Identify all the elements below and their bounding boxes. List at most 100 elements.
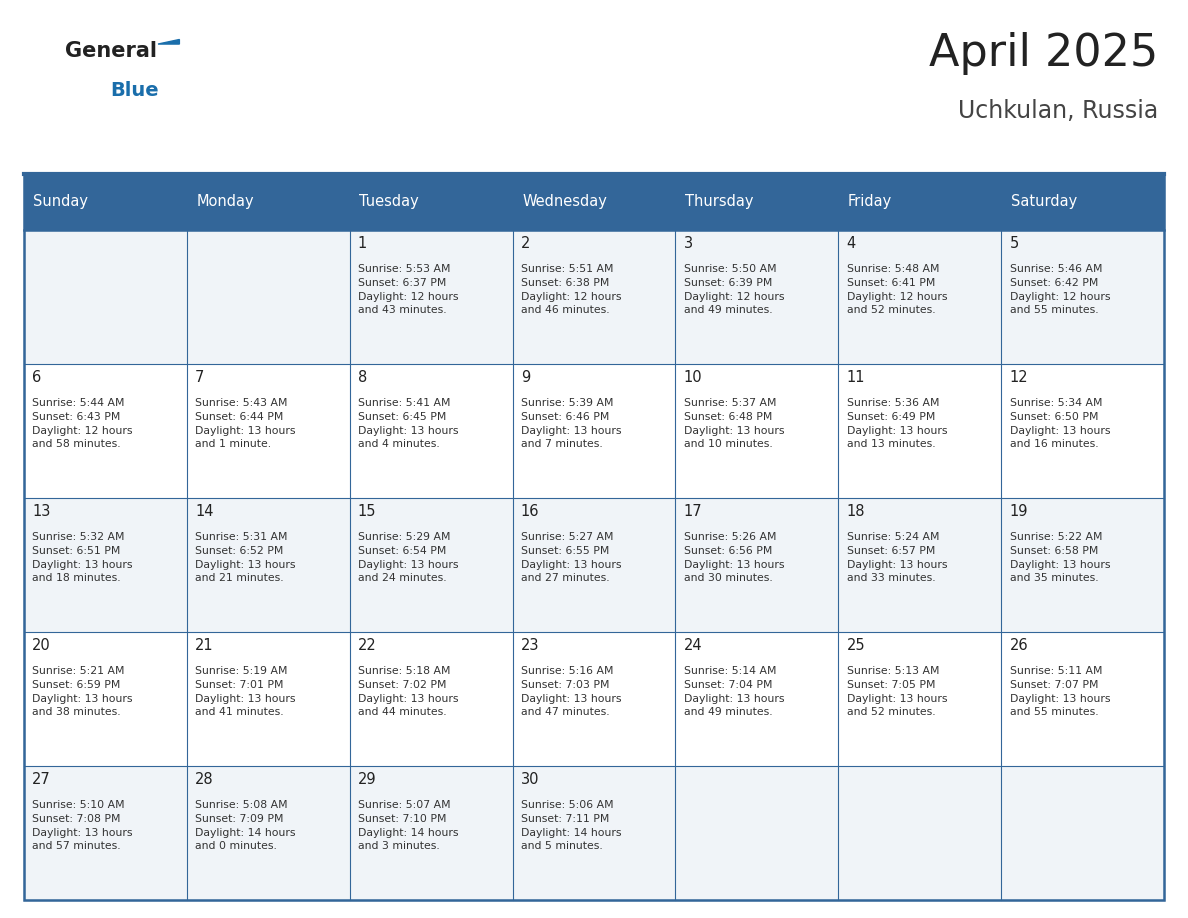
Text: Uchkulan, Russia: Uchkulan, Russia [958,99,1158,123]
Bar [512,632,676,766]
Text: 5: 5 [1010,236,1019,251]
Text: General: General [65,41,157,62]
Text: Sunrise: 5:27 AM
Sunset: 6:55 PM
Daylight: 13 hours
and 27 minutes.: Sunrise: 5:27 AM Sunset: 6:55 PM Dayligh… [520,532,621,583]
Bar [187,364,349,498]
Text: Sunrise: 5:24 AM
Sunset: 6:57 PM
Daylight: 13 hours
and 33 minutes.: Sunrise: 5:24 AM Sunset: 6:57 PM Dayligh… [847,532,947,583]
Bar [839,230,1001,364]
Bar [676,632,839,766]
Text: Friday: Friday [848,195,892,209]
Text: 13: 13 [32,504,50,519]
Text: Sunrise: 5:19 AM
Sunset: 7:01 PM
Daylight: 13 hours
and 41 minutes.: Sunrise: 5:19 AM Sunset: 7:01 PM Dayligh… [195,666,296,717]
Bar [1001,230,1164,364]
Bar [24,364,187,498]
Text: 9: 9 [520,370,530,385]
Text: Sunrise: 5:06 AM
Sunset: 7:11 PM
Daylight: 14 hours
and 5 minutes.: Sunrise: 5:06 AM Sunset: 7:11 PM Dayligh… [520,800,621,851]
Text: Sunrise: 5:13 AM
Sunset: 7:05 PM
Daylight: 13 hours
and 52 minutes.: Sunrise: 5:13 AM Sunset: 7:05 PM Dayligh… [847,666,947,717]
Text: April 2025: April 2025 [929,32,1158,75]
Polygon shape [158,39,179,44]
Text: Sunrise: 5:50 AM
Sunset: 6:39 PM
Daylight: 12 hours
and 49 minutes.: Sunrise: 5:50 AM Sunset: 6:39 PM Dayligh… [684,264,784,315]
Text: Sunrise: 5:53 AM
Sunset: 6:37 PM
Daylight: 12 hours
and 43 minutes.: Sunrise: 5:53 AM Sunset: 6:37 PM Dayligh… [358,264,459,315]
Text: Sunrise: 5:11 AM
Sunset: 7:07 PM
Daylight: 13 hours
and 55 minutes.: Sunrise: 5:11 AM Sunset: 7:07 PM Dayligh… [1010,666,1110,717]
Bar [512,230,676,364]
Bar [1001,364,1164,498]
Text: Sunrise: 5:31 AM
Sunset: 6:52 PM
Daylight: 13 hours
and 21 minutes.: Sunrise: 5:31 AM Sunset: 6:52 PM Dayligh… [195,532,296,583]
Text: 27: 27 [32,772,51,787]
Bar [676,498,839,632]
Bar [1001,766,1164,900]
Text: Thursday: Thursday [685,195,753,209]
Text: 28: 28 [195,772,214,787]
Bar [676,364,839,498]
Text: 19: 19 [1010,504,1028,519]
Text: 25: 25 [847,638,865,653]
Text: Wednesday: Wednesday [522,195,607,209]
Bar [1001,632,1164,766]
Bar [512,766,676,900]
Text: 6: 6 [32,370,42,385]
Text: Sunrise: 5:26 AM
Sunset: 6:56 PM
Daylight: 13 hours
and 30 minutes.: Sunrise: 5:26 AM Sunset: 6:56 PM Dayligh… [684,532,784,583]
Text: 18: 18 [847,504,865,519]
Text: Sunrise: 5:22 AM
Sunset: 6:58 PM
Daylight: 13 hours
and 35 minutes.: Sunrise: 5:22 AM Sunset: 6:58 PM Dayligh… [1010,532,1110,583]
Text: 4: 4 [847,236,857,251]
Text: 7: 7 [195,370,204,385]
Text: Sunrise: 5:46 AM
Sunset: 6:42 PM
Daylight: 12 hours
and 55 minutes.: Sunrise: 5:46 AM Sunset: 6:42 PM Dayligh… [1010,264,1110,315]
Text: Sunrise: 5:21 AM
Sunset: 6:59 PM
Daylight: 13 hours
and 38 minutes.: Sunrise: 5:21 AM Sunset: 6:59 PM Dayligh… [32,666,133,717]
Text: Sunrise: 5:08 AM
Sunset: 7:09 PM
Daylight: 14 hours
and 0 minutes.: Sunrise: 5:08 AM Sunset: 7:09 PM Dayligh… [195,800,296,851]
Text: Tuesday: Tuesday [359,195,419,209]
Text: Sunday: Sunday [33,195,88,209]
Bar [24,632,187,766]
Text: Sunrise: 5:32 AM
Sunset: 6:51 PM
Daylight: 13 hours
and 18 minutes.: Sunrise: 5:32 AM Sunset: 6:51 PM Dayligh… [32,532,133,583]
Text: 24: 24 [684,638,702,653]
Bar [349,230,512,364]
Text: Sunrise: 5:10 AM
Sunset: 7:08 PM
Daylight: 13 hours
and 57 minutes.: Sunrise: 5:10 AM Sunset: 7:08 PM Dayligh… [32,800,133,851]
Text: 26: 26 [1010,638,1029,653]
Text: 11: 11 [847,370,865,385]
Bar [1001,498,1164,632]
Bar [24,498,187,632]
Text: Monday: Monday [196,195,254,209]
Text: 14: 14 [195,504,214,519]
Text: 17: 17 [684,504,702,519]
Text: Sunrise: 5:18 AM
Sunset: 7:02 PM
Daylight: 13 hours
and 44 minutes.: Sunrise: 5:18 AM Sunset: 7:02 PM Dayligh… [358,666,459,717]
Bar [512,364,676,498]
Text: 12: 12 [1010,370,1029,385]
Text: Sunrise: 5:37 AM
Sunset: 6:48 PM
Daylight: 13 hours
and 10 minutes.: Sunrise: 5:37 AM Sunset: 6:48 PM Dayligh… [684,398,784,449]
Bar [676,766,839,900]
Bar [349,766,512,900]
Bar [24,230,187,364]
Bar [24,174,1164,230]
Text: Sunrise: 5:39 AM
Sunset: 6:46 PM
Daylight: 13 hours
and 7 minutes.: Sunrise: 5:39 AM Sunset: 6:46 PM Dayligh… [520,398,621,449]
Text: 1: 1 [358,236,367,251]
Bar [839,632,1001,766]
Text: Sunrise: 5:14 AM
Sunset: 7:04 PM
Daylight: 13 hours
and 49 minutes.: Sunrise: 5:14 AM Sunset: 7:04 PM Dayligh… [684,666,784,717]
Text: Sunrise: 5:34 AM
Sunset: 6:50 PM
Daylight: 13 hours
and 16 minutes.: Sunrise: 5:34 AM Sunset: 6:50 PM Dayligh… [1010,398,1110,449]
Text: Blue: Blue [110,81,159,100]
Bar [839,766,1001,900]
Bar [187,766,349,900]
Text: Sunrise: 5:29 AM
Sunset: 6:54 PM
Daylight: 13 hours
and 24 minutes.: Sunrise: 5:29 AM Sunset: 6:54 PM Dayligh… [358,532,459,583]
Bar [187,230,349,364]
Text: Sunrise: 5:51 AM
Sunset: 6:38 PM
Daylight: 12 hours
and 46 minutes.: Sunrise: 5:51 AM Sunset: 6:38 PM Dayligh… [520,264,621,315]
Text: Sunrise: 5:48 AM
Sunset: 6:41 PM
Daylight: 12 hours
and 52 minutes.: Sunrise: 5:48 AM Sunset: 6:41 PM Dayligh… [847,264,947,315]
Text: 2: 2 [520,236,530,251]
Text: 16: 16 [520,504,539,519]
Bar [839,364,1001,498]
Text: 22: 22 [358,638,377,653]
Text: Saturday: Saturday [1011,195,1078,209]
Text: Sunrise: 5:36 AM
Sunset: 6:49 PM
Daylight: 13 hours
and 13 minutes.: Sunrise: 5:36 AM Sunset: 6:49 PM Dayligh… [847,398,947,449]
Bar [24,766,187,900]
Bar [24,174,1164,900]
Bar [349,632,512,766]
Text: 20: 20 [32,638,51,653]
Text: 21: 21 [195,638,214,653]
Text: Sunrise: 5:43 AM
Sunset: 6:44 PM
Daylight: 13 hours
and 1 minute.: Sunrise: 5:43 AM Sunset: 6:44 PM Dayligh… [195,398,296,449]
Text: Sunrise: 5:44 AM
Sunset: 6:43 PM
Daylight: 12 hours
and 58 minutes.: Sunrise: 5:44 AM Sunset: 6:43 PM Dayligh… [32,398,133,449]
Bar [839,498,1001,632]
Text: 29: 29 [358,772,377,787]
Bar [512,498,676,632]
Bar [676,230,839,364]
Text: 15: 15 [358,504,377,519]
Text: Sunrise: 5:41 AM
Sunset: 6:45 PM
Daylight: 13 hours
and 4 minutes.: Sunrise: 5:41 AM Sunset: 6:45 PM Dayligh… [358,398,459,449]
Text: 8: 8 [358,370,367,385]
Bar [349,364,512,498]
